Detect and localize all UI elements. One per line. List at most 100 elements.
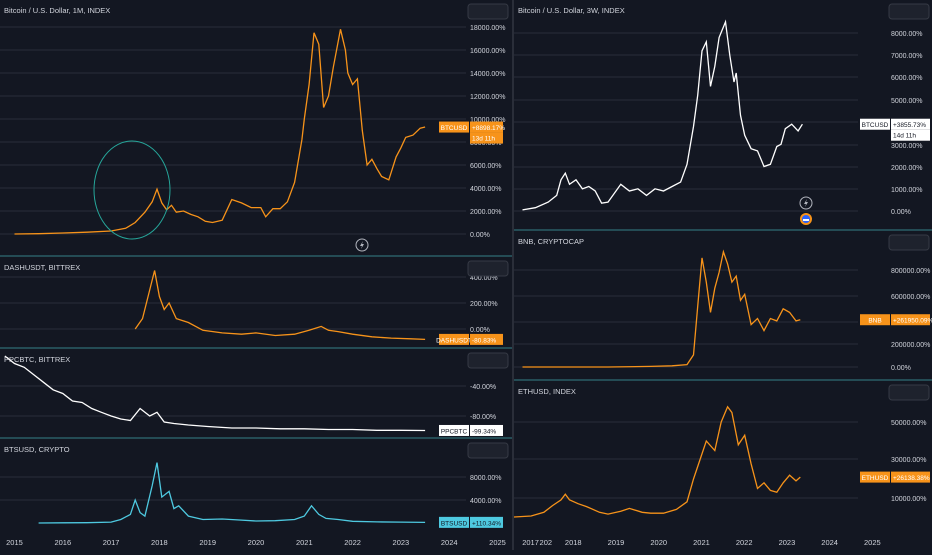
badge-label-bg: [439, 121, 469, 133]
left-pane-0[interactable]: 18000.00% 16000.00% 14000.00% 12000.00% 1000…: [0, 3, 509, 239]
y-tick-label: 2000.00%: [470, 209, 502, 216]
y-tick-label: 10000.00%: [470, 117, 505, 124]
badge-value: +8898.17%: [472, 125, 505, 132]
series-line-btcusd[interactable]: [14, 29, 426, 235]
news-icon[interactable]: [800, 213, 812, 225]
left-pane-1[interactable]: 400.00% 200.00% 0.00% DASHUSDT, BITTREX DASH…: [0, 260, 509, 345]
x-tick-label: 2020: [248, 538, 265, 547]
pane-title: DASHUSDT, BITTREX: [4, 263, 80, 272]
badge-countdown: 13d 11h: [472, 136, 495, 143]
pane-title: ETHUSD, INDEX: [518, 387, 576, 396]
pane-title: BTSUSD, CRYPTO: [4, 445, 70, 454]
x-tick-label: 2019: [199, 538, 216, 547]
x-tick-label: 2022: [736, 538, 753, 547]
series-line-dashusdt[interactable]: [134, 270, 426, 341]
left-pane-3[interactable]: 8000.00% 4000.00% BTSUSD, CRYPTO BTSUSD +110…: [0, 442, 509, 528]
x-tick-label: 2017: [103, 538, 120, 547]
pane-control-box[interactable]: [888, 384, 930, 401]
y-tick-label: 50000.00%: [891, 420, 926, 427]
pane-title: BNB, CRYPTOCAP: [518, 237, 584, 246]
pane-control-box[interactable]: [467, 260, 509, 277]
x-tick-label: 2023: [393, 538, 410, 547]
x-tick-label: 2017: [522, 538, 539, 547]
badge-label: ETHUSD: [862, 475, 889, 482]
y-tick-label: 200000.00%: [891, 342, 930, 349]
right-pane-0[interactable]: 8000.00%7000.00%6000.00%5000.00%4000.00%…: [514, 3, 930, 216]
price-badge: DASHUSDT -80.83%: [436, 333, 503, 345]
badge-label: BTSUSD: [441, 520, 468, 527]
y-tick-label: 2000.00%: [891, 165, 923, 172]
badge-label: BNB: [868, 318, 881, 325]
y-tick-label: 4000.00%: [470, 186, 502, 193]
y-tick-label: 16000.00%: [470, 48, 505, 55]
icon-ring: [799, 196, 813, 210]
badge-label: BTCUSD: [441, 125, 468, 132]
badge-label: DASHUSDT: [436, 337, 472, 344]
left-pane-2[interactable]: -40.00% -80.00% PPCBTC, BITTREX PPCBTC -99.3…: [0, 352, 509, 436]
x-tick-label: 2021: [693, 538, 710, 547]
y-tick-label: 0.00%: [891, 365, 911, 372]
annotation-circle[interactable]: [93, 140, 171, 240]
y-tick-label: -40.00%: [470, 384, 496, 391]
icon-bolt: [360, 241, 364, 249]
x-tick-label: 2019: [608, 538, 625, 547]
badge-label-bg: [860, 471, 890, 483]
pane-control-box[interactable]: [467, 3, 509, 20]
price-badge: BTCUSD +8898.17% 13d 11h: [439, 121, 505, 144]
series-line-bnb[interactable]: [522, 249, 801, 368]
pane-title: PPCBTC, BITTREX: [4, 355, 70, 364]
y-tick-label: 0.00%: [470, 327, 490, 334]
badge-label: PPCBTC: [441, 428, 468, 435]
badge-value: -80.83%: [472, 337, 496, 344]
badge-value-bg: [891, 118, 930, 130]
x-tick-label: 2022: [344, 538, 361, 547]
lightning-icon[interactable]: [799, 196, 813, 210]
y-tick-label: 6000.00%: [470, 163, 502, 170]
price-badge: PPCBTC -99.34%: [439, 424, 503, 436]
x-tick-label: 2024: [441, 538, 458, 547]
y-tick-label: 14000.00%: [470, 71, 505, 78]
pane-control-box[interactable]: [467, 442, 509, 459]
pane-control-box[interactable]: [467, 352, 509, 369]
x-tick-label: 2015: [6, 538, 23, 547]
right-pane-2[interactable]: 50000.00% 30000.00% 10000.00% ETHUSD, INDEX…: [514, 384, 930, 518]
badge-value-bg: [470, 516, 503, 528]
y-tick-label: 10000.00%: [891, 496, 926, 503]
badge-sub-bg: [891, 129, 930, 141]
pane-control-box[interactable]: [888, 234, 930, 251]
badge-countdown: 14d 11h: [893, 133, 916, 140]
y-tick-label: 6000.00%: [891, 75, 923, 82]
badge-value-bg: [891, 471, 930, 483]
y-tick-label: -80.00%: [470, 414, 496, 421]
badge-label: BTCUSD: [862, 122, 889, 129]
x-tick-label: 2025: [864, 538, 881, 547]
price-badge: BTCUSD +3855.73% 14d 11h: [860, 118, 930, 141]
y-tick-label: 1000.00%: [891, 187, 923, 194]
badge-value: +110.34%: [472, 520, 501, 527]
badge-value-bg: [470, 121, 503, 133]
price-badge: BTSUSD +110.34%: [439, 516, 503, 528]
series-line-btsusd[interactable]: [38, 462, 426, 524]
pane-title: Bitcoin / U.S. Dollar, 3W, INDEX: [518, 6, 625, 15]
x-tick-label: 202: [540, 538, 553, 547]
badge-value-bg: [470, 333, 503, 345]
series-line-btcusd[interactable]: [522, 19, 803, 211]
y-tick-label: 400.00%: [470, 275, 498, 282]
series-line-ppcbtc[interactable]: [4, 355, 426, 432]
pane-control-box[interactable]: [888, 3, 930, 20]
right-pane-1[interactable]: 800000.00%600000.00%400000.00%200000.00%…: [514, 234, 932, 372]
badge-label-bg: [439, 424, 469, 436]
y-tick-label: 600000.00%: [891, 294, 930, 301]
series-line-ethusd[interactable]: [514, 405, 801, 518]
badge-value: +261950.09%: [893, 318, 932, 325]
badge-value: -99.34%: [472, 428, 496, 435]
x-tick-label: 2016: [54, 538, 71, 547]
price-badge: BNB +261950.09%: [860, 314, 932, 326]
badge-label-bg: [439, 516, 469, 528]
y-tick-label: 4000.00%: [470, 498, 502, 505]
lightning-icon[interactable]: [355, 238, 369, 252]
badge-value-bg: [470, 424, 503, 436]
